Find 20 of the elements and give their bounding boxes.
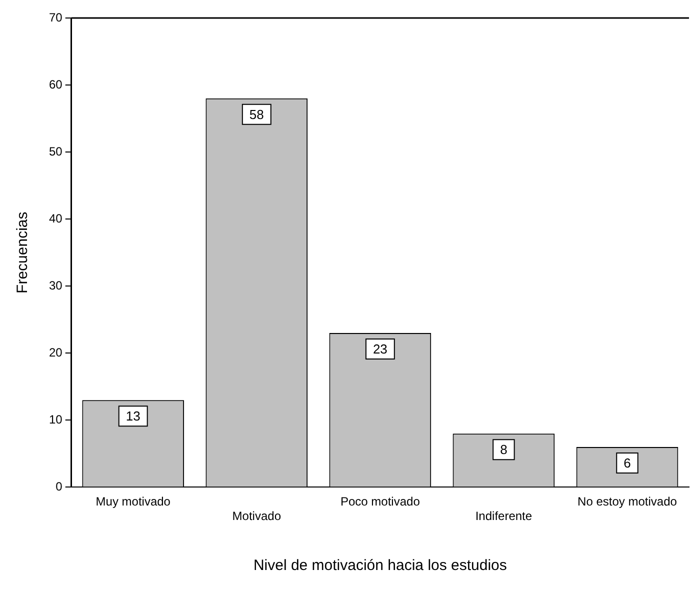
data-label: 58 <box>249 107 264 122</box>
y-tick-label: 60 <box>48 77 63 92</box>
y-tick-label: 40 <box>48 211 63 226</box>
x-tick-label: Muy motivado <box>96 494 171 509</box>
data-label: 23 <box>372 342 388 357</box>
y-tick-label: 20 <box>48 345 63 360</box>
x-tick-label: Motivado <box>232 509 282 524</box>
y-tick-label: 10 <box>48 412 63 426</box>
data-label: 13 <box>126 408 140 424</box>
y-tick-label: 70 <box>48 10 63 24</box>
data-label: 8 <box>500 442 508 458</box>
x-axis-title: Nivel de motivación hacia los estudios <box>253 557 507 574</box>
y-tick-label: 0 <box>56 480 63 494</box>
x-tick-label: Indiferente <box>475 509 532 524</box>
x-tick-label: No estoy motivado <box>578 494 678 509</box>
y-tick-label: 30 <box>48 278 63 292</box>
x-tick-label: Poco motivado <box>340 494 420 509</box>
data-label: 6 <box>624 456 631 471</box>
y-axis-title: Frecuencias <box>14 212 32 294</box>
y-tick-label: 50 <box>48 144 63 158</box>
